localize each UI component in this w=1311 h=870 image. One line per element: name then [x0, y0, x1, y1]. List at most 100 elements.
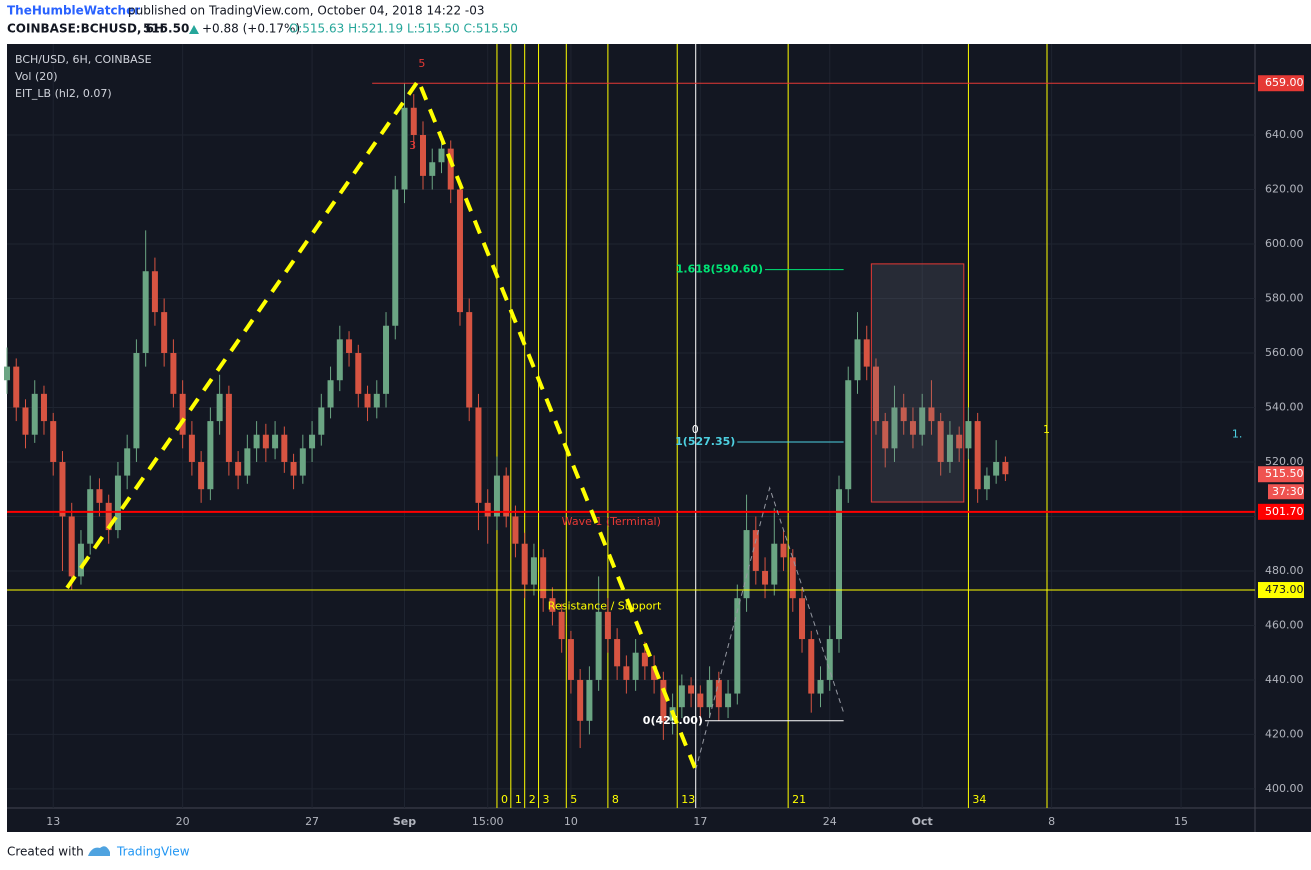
- candle-body: [789, 557, 796, 599]
- candle-body: [392, 189, 399, 326]
- annotation: Wave 1 (Terminal): [562, 515, 661, 528]
- candle-body: [503, 475, 510, 517]
- candle-body: [207, 421, 214, 490]
- candle-body: [623, 666, 630, 680]
- candle-body: [124, 448, 131, 476]
- candle-body: [216, 393, 223, 422]
- candle-body: [854, 339, 861, 381]
- time-zone-label: 3: [543, 793, 550, 806]
- candle-body: [475, 407, 482, 503]
- chart-bg: [7, 44, 1311, 832]
- time-zone-label: 34: [972, 793, 986, 806]
- fib-label: 0(425.00): [643, 714, 703, 727]
- vertical-line-label: 1: [1043, 423, 1050, 436]
- candle-body: [540, 557, 547, 599]
- candle-body: [77, 543, 84, 577]
- candle-body: [318, 407, 325, 435]
- candle-body: [928, 407, 935, 422]
- candle-body: [651, 666, 658, 680]
- candle-body: [946, 434, 953, 462]
- y-tick-label: 640.00: [1265, 128, 1304, 141]
- candle-body: [346, 339, 353, 353]
- last-price-label: 515.50: [1265, 467, 1304, 480]
- candle-body: [521, 543, 528, 585]
- candle-body: [438, 148, 445, 163]
- price-tag-label: 501.70: [1265, 505, 1304, 518]
- candle-body: [706, 679, 713, 708]
- x-tick-label: 8: [1048, 815, 1055, 828]
- candle-body: [688, 685, 695, 694]
- annotation: Resistance / Support: [548, 599, 662, 612]
- candle-body: [493, 475, 500, 517]
- candle-body: [272, 434, 279, 449]
- candle-body: [133, 352, 140, 449]
- candle-body: [762, 570, 769, 585]
- candle-body: [151, 271, 158, 313]
- range-box: [870, 263, 965, 503]
- candle-body: [50, 421, 57, 462]
- candle-body: [142, 271, 149, 353]
- price-tag: [1258, 75, 1304, 92]
- x-tick-label: Sep: [393, 815, 416, 828]
- candle-body: [577, 679, 584, 721]
- candle-body: [68, 516, 75, 577]
- candle-body: [429, 162, 436, 176]
- candle-body: [22, 407, 29, 435]
- x-tick-label: 24: [823, 815, 837, 828]
- candle-body: [420, 135, 426, 176]
- overlays: 0 1 2 3 5 8 13 21 340 11.618(590.60)1(527.35)0(42…: [7, 57, 1255, 806]
- candle-body: [355, 352, 362, 394]
- candle-body: [1002, 461, 1009, 475]
- candle-body: [410, 107, 417, 136]
- publisher[interactable]: TheHumbleWatcher: [7, 4, 140, 18]
- up-arrow: [189, 25, 199, 34]
- candle-body: [253, 434, 260, 449]
- candle-body: [299, 448, 306, 476]
- candle-body: [808, 639, 815, 694]
- candle-body: [31, 393, 38, 435]
- candle-body: [401, 107, 408, 190]
- candle-body: [105, 502, 112, 531]
- zigzag-line: [695, 486, 845, 770]
- candle-body: [59, 461, 66, 517]
- fib-label: 1.618(590.60): [676, 263, 763, 276]
- time-zone-label: 13: [681, 793, 695, 806]
- footer-brand[interactable]: TradingView: [116, 845, 190, 859]
- price-tag: [1258, 582, 1304, 599]
- candle-body: [512, 516, 519, 544]
- last: 515.50: [143, 22, 189, 36]
- candle-body: [484, 502, 491, 517]
- x-tick-label: 15: [1174, 815, 1188, 828]
- candle-body: [96, 489, 103, 503]
- last-price-tag: [1258, 466, 1304, 483]
- y-tick-label: 540.00: [1265, 400, 1304, 413]
- time-zone-label: 0: [501, 793, 508, 806]
- legend-item: Vol (20): [15, 70, 58, 83]
- candle-body: [567, 639, 574, 680]
- y-tick-label: 580.00: [1265, 291, 1304, 304]
- y-tick-label: 600.00: [1265, 237, 1304, 250]
- candle-body: [641, 652, 648, 667]
- symbol: COINBASE:BCHUSD, 6H: [7, 22, 164, 36]
- candle-body: [678, 685, 685, 708]
- y-tick-label: 620.00: [1265, 182, 1304, 195]
- time-zone-label: 1: [515, 793, 522, 806]
- candle-body: [198, 461, 205, 490]
- time-zone-label: 2: [529, 793, 536, 806]
- change: +0.88 (+0.17%): [202, 22, 300, 36]
- grid: [7, 44, 1255, 808]
- y-tick-label: 420.00: [1265, 727, 1304, 740]
- x-tick-label: 20: [176, 815, 190, 828]
- x-tick-label: 15:00: [472, 815, 504, 828]
- candle-body: [549, 598, 556, 612]
- candle-body: [290, 461, 297, 476]
- x-tick-label: 13: [46, 815, 60, 828]
- y-tick-label: 480.00: [1265, 564, 1304, 577]
- candle-body: [586, 679, 593, 721]
- candle-body: [956, 434, 963, 449]
- countdown-tag: [1268, 484, 1304, 500]
- candle-body: [817, 679, 824, 694]
- footer-created: Created with: [7, 845, 84, 859]
